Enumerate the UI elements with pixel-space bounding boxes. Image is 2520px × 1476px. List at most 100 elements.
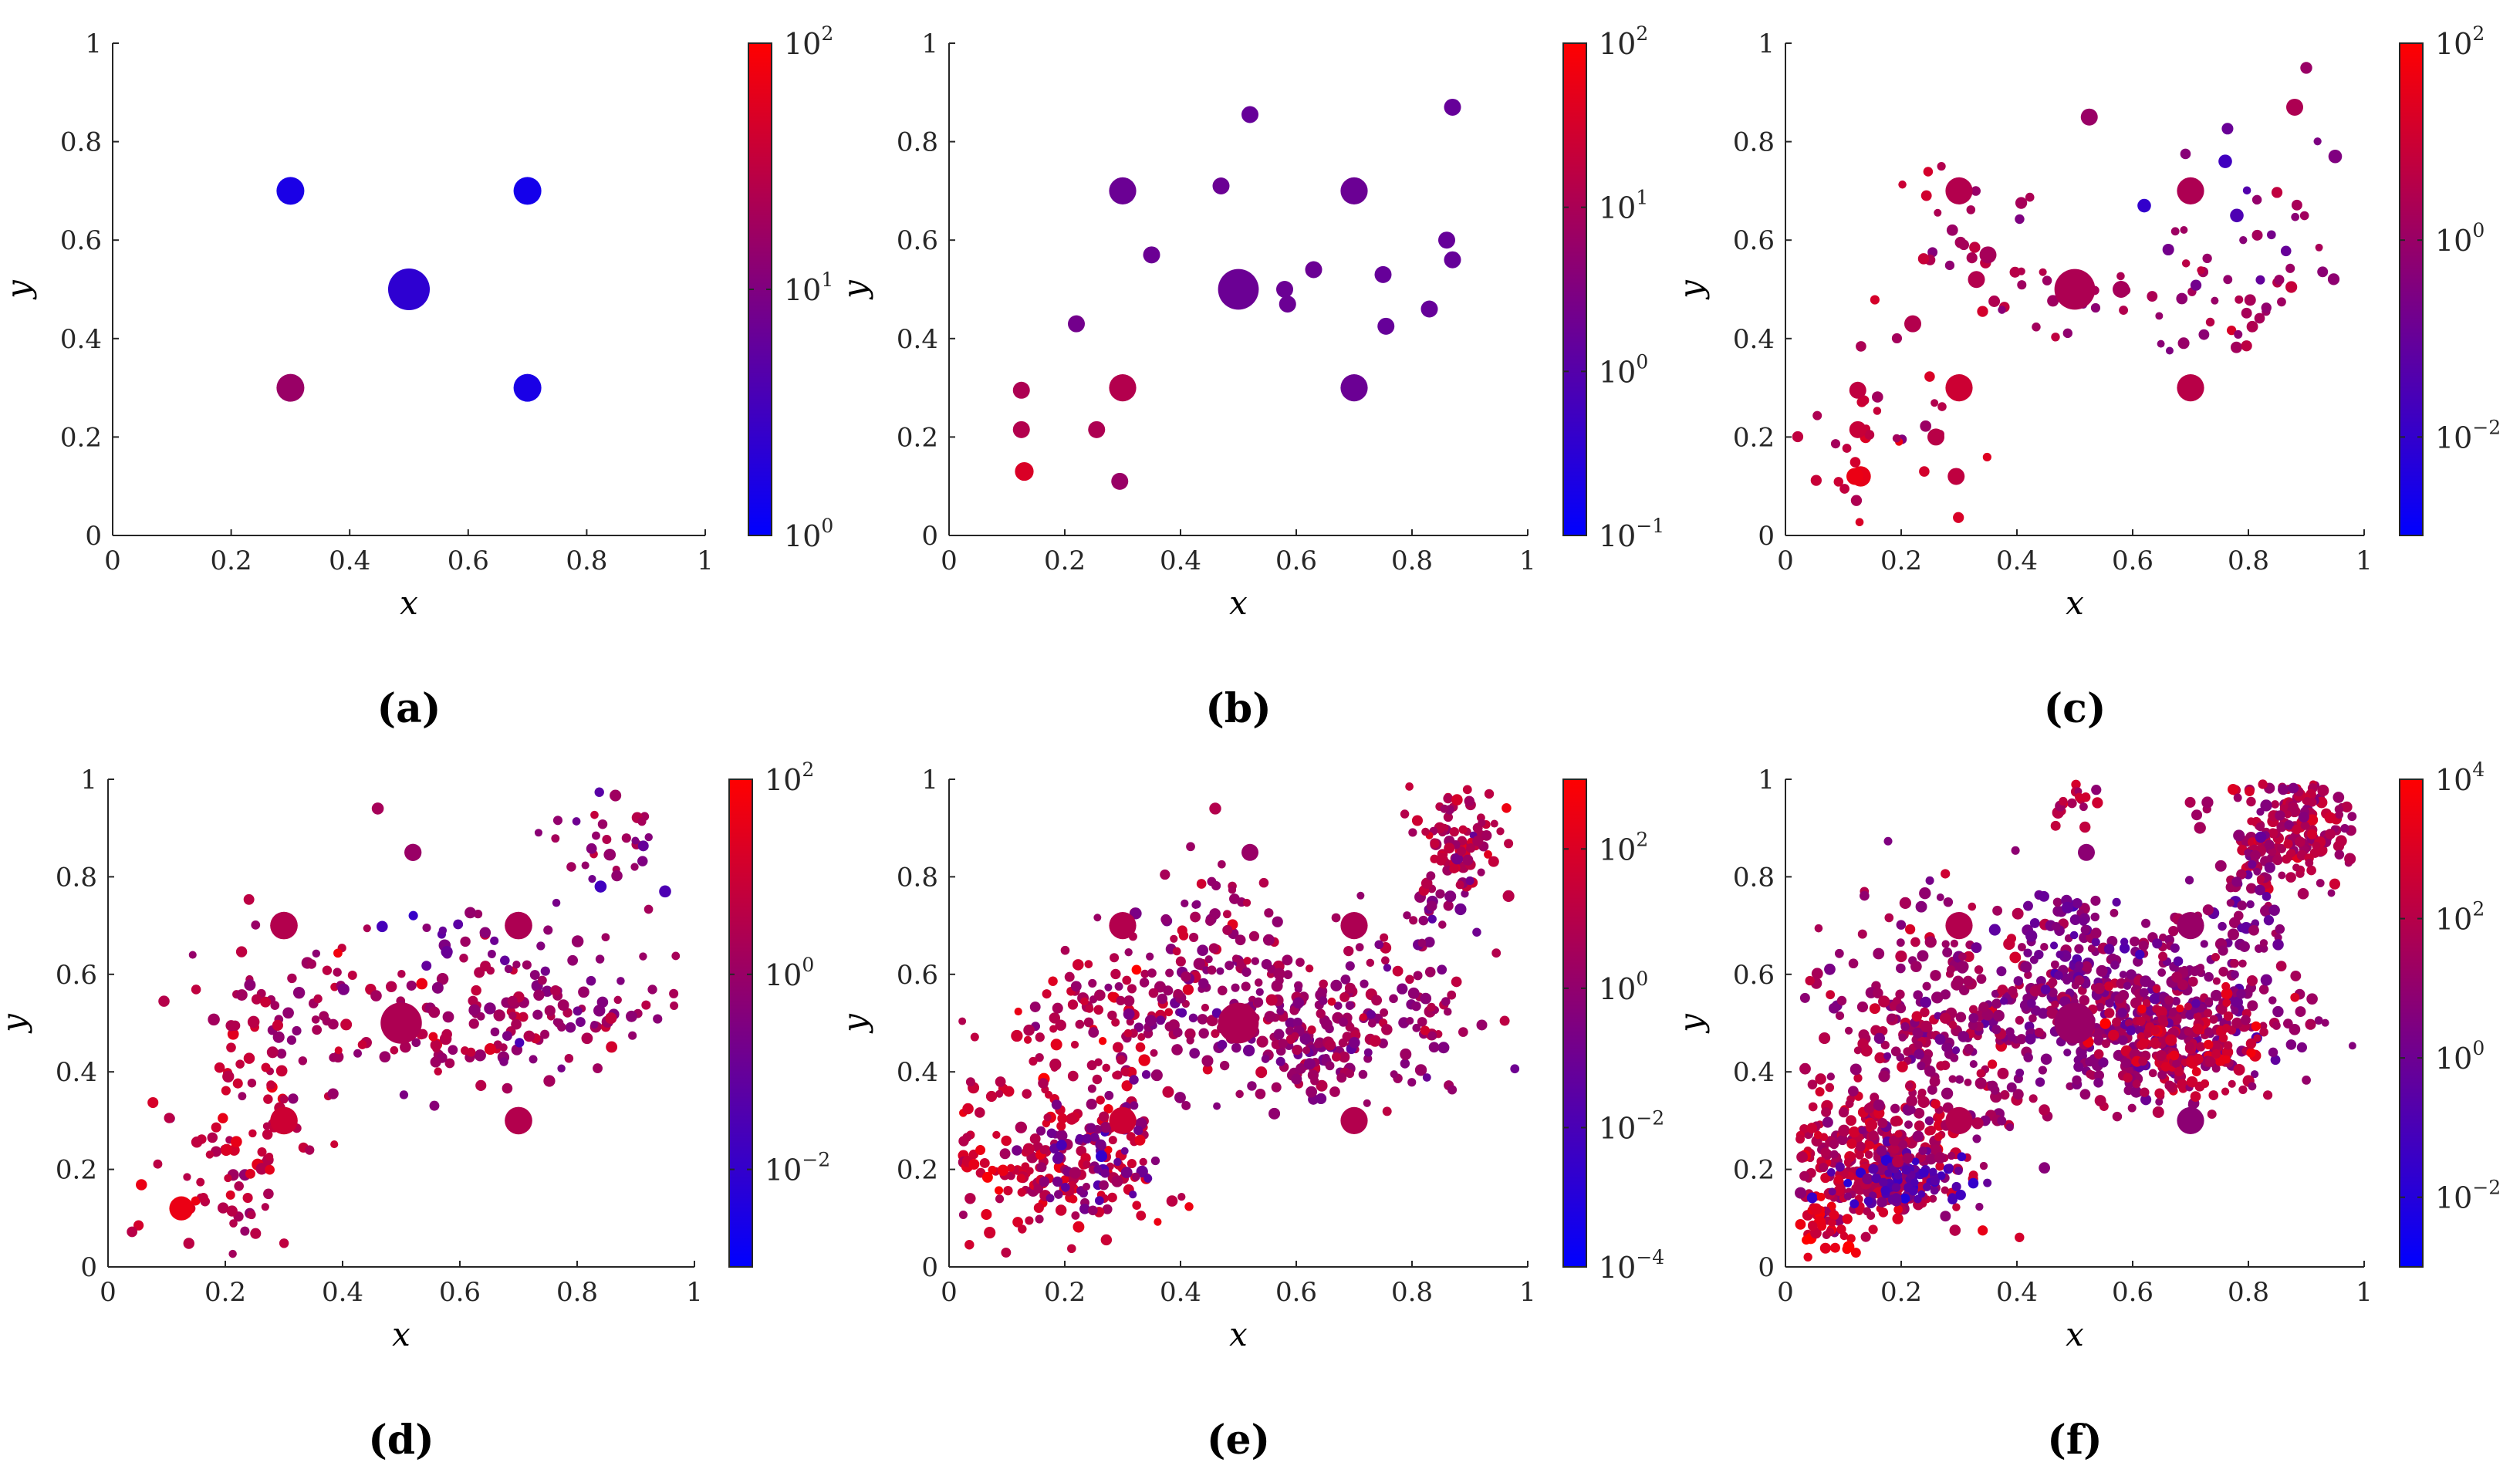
scatter-point [2245, 883, 2257, 894]
scatter-point [1815, 1087, 1825, 1097]
scatter-point [1948, 1021, 1958, 1029]
scatter-point [2132, 1079, 2141, 1089]
scatter-point [2108, 1029, 2120, 1041]
scatter-point [1914, 1049, 1925, 1060]
scatter-point [2202, 253, 2212, 264]
y-tick-label: 0.4 [56, 1057, 97, 1088]
scatter-point [1292, 1045, 1302, 1055]
scatter-point [1843, 1241, 1855, 1253]
scatter-point [2238, 959, 2247, 968]
scatter-point [1903, 1047, 1913, 1056]
scatter-point [1982, 452, 1991, 462]
scatter-point [1253, 997, 1264, 1008]
scatter-point [2260, 799, 2272, 812]
scatter-point [1156, 1015, 1166, 1025]
scatter-point [2096, 1002, 2105, 1012]
colorbar-frame [2399, 779, 2424, 1268]
scatter-point [1241, 106, 1258, 123]
scatter-point [544, 1005, 556, 1017]
scatter-point [2191, 809, 2203, 821]
scatter-point [2218, 921, 2227, 931]
scatter-point [1943, 897, 1954, 907]
scatter-point [1123, 1008, 1135, 1020]
scatter-point [613, 995, 622, 1005]
scatter-cluster-points [958, 782, 1520, 1258]
scatter-point [2180, 148, 2191, 160]
scatter-point [1095, 1150, 1108, 1163]
panel-c: 0 0.2 0.4 0.6 0.8 100.20.40.60.81xy10−2100102… [1672, 22, 2501, 732]
scatter-point [1971, 942, 1982, 954]
scatter-point [1209, 908, 1221, 920]
scatter-point [147, 1096, 159, 1109]
x-tick-label: 0.2 [1044, 545, 1086, 576]
scatter-point [1941, 1042, 1951, 1052]
scatter-point [2015, 197, 2028, 209]
scatter-point [1319, 979, 1328, 989]
scatter-point [2003, 937, 2015, 951]
scatter-point [1846, 1115, 1857, 1126]
scatter-point [196, 1177, 205, 1187]
scatter-point [573, 1006, 583, 1016]
scatter-point [2292, 863, 2300, 872]
scatter-point [2283, 1018, 2293, 1028]
scatter-point [567, 954, 579, 966]
scatter-point [1188, 1013, 1198, 1023]
scatter-point [1896, 920, 1907, 930]
scatter-point [1107, 1010, 1117, 1021]
scatter-point [2223, 1011, 2234, 1022]
scatter-point [1939, 1012, 1951, 1024]
scatter-point [995, 1186, 1004, 1195]
scatter-point [1911, 1157, 1920, 1166]
scatter-point [2176, 292, 2188, 305]
scatter-point [644, 904, 654, 914]
scatter-point [1976, 1069, 1985, 1078]
scatter-point [1207, 965, 1217, 975]
scatter-point [1120, 1147, 1129, 1155]
scatter-point [1417, 1017, 1427, 1027]
scatter-point [522, 960, 532, 970]
scatter-point [2238, 1085, 2248, 1095]
scatter-point [257, 1147, 267, 1157]
scatter-point [1947, 1151, 1956, 1160]
y-tick-label: 0.6 [1733, 225, 1775, 256]
x-tick-label: 0.4 [329, 545, 370, 576]
scatter-point [1278, 1039, 1288, 1049]
scatter-point [1828, 1187, 1836, 1196]
scatter-point [221, 1086, 231, 1096]
scatter-point [1400, 809, 1410, 819]
scatter-point [2295, 836, 2305, 847]
scatter-point [1795, 1187, 1807, 1199]
scatter-point [2094, 1095, 2106, 1107]
scatter-point [1084, 960, 1093, 968]
scatter-point [2158, 951, 2168, 961]
scatter-point [2061, 901, 2073, 914]
scatter-point [2228, 917, 2241, 929]
scatter-point [1426, 900, 1437, 912]
scatter-point [2231, 876, 2242, 887]
scatter-point [230, 1020, 241, 1031]
scatter-point [2327, 889, 2336, 897]
scatter-cluster-points [127, 787, 681, 1258]
scatter-point [153, 1159, 163, 1169]
scatter-point [1001, 1247, 1012, 1258]
scatter-point [2193, 1053, 2204, 1065]
scatter-point [1123, 995, 1135, 1007]
scatter-point [1325, 1061, 1335, 1071]
scatter-point [1003, 1086, 1015, 1097]
scatter-point [1088, 421, 1106, 438]
scatter-point [1472, 836, 1484, 847]
scatter-point [1991, 998, 2002, 1009]
scatter-point [1174, 989, 1184, 998]
scatter-point [1177, 1192, 1186, 1201]
scatter-point [2201, 796, 2214, 809]
scatter-point [1917, 253, 1930, 265]
scatter-point [992, 1130, 1001, 1140]
scatter-point [1305, 964, 1314, 973]
scatter-point [1964, 1044, 1974, 1054]
scatter-point [2042, 275, 2052, 285]
y-tick-label: 1 [921, 765, 938, 795]
scatter-point [1971, 1117, 1984, 1130]
scatter-point [1880, 1040, 1890, 1050]
scatter-point [1922, 1182, 1932, 1191]
scatter-point [2204, 997, 2214, 1006]
